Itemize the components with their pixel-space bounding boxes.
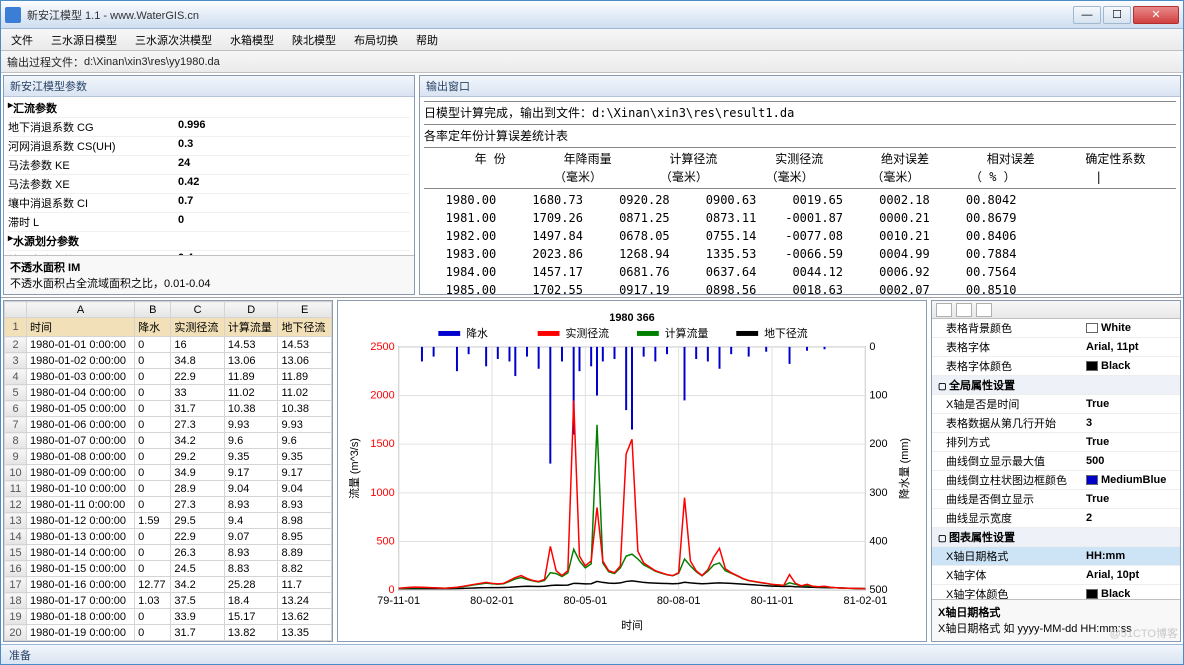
table-row[interactable]: 161980-01-15 0:00:00024.58.838.82 (5, 561, 332, 577)
titlebar: 新安江模型 1.1 - www.WaterGIS.cn — ☐ ✕ (1, 1, 1183, 29)
output-pane: 输出窗口 日模型计算完成，输出到文件：d:\Xinan\xin3\res\res… (419, 75, 1181, 295)
chart-pane: 05001000150020002500010020030040050079-1… (337, 300, 927, 642)
table-row[interactable]: 21980-01-01 0:00:0001614.5314.53 (5, 337, 332, 353)
table-row[interactable]: 111980-01-10 0:00:00028.99.049.04 (5, 481, 332, 497)
chart-svg: 05001000150020002500010020030040050079-1… (344, 307, 920, 635)
grid-pane[interactable]: ABCDE1时间降水实测径流计算流量地下径流21980-01-01 0:00:0… (3, 300, 333, 642)
menubar: 文件三水源日模型三水源次洪模型水箱模型陕北模型布局切换帮助 (1, 29, 1183, 51)
app-icon (5, 7, 21, 23)
param-row[interactable]: 地下消退系数 CG0.996 (8, 118, 410, 137)
prop-row[interactable]: X轴日期格式HH:mm (932, 547, 1180, 566)
table-row[interactable]: 141980-01-13 0:00:00022.99.078.95 (5, 529, 332, 545)
svg-text:80-08-01: 80-08-01 (657, 595, 701, 607)
prop-row[interactable]: 表格字体Arial, 11pt (932, 338, 1180, 357)
param-group[interactable]: 水源划分参数 (8, 232, 410, 251)
param-pane: 新安江模型参数 汇流参数地下消退系数 CG0.996河网消退系数 CS(UH)0… (3, 75, 415, 295)
prop-row[interactable]: 表格数据从第几行开始3 (932, 414, 1180, 433)
watermark: @51CTO博客 (1110, 625, 1178, 641)
table-row[interactable]: 211980-01-20 0:00:000.0829.412.9112.77 (5, 641, 332, 643)
svg-text:79-11-01: 79-11-01 (377, 595, 420, 607)
table-row[interactable]: 201980-01-19 0:00:00031.713.8213.35 (5, 625, 332, 641)
window-title: 新安江模型 1.1 - www.WaterGIS.cn (27, 7, 1073, 23)
svg-text:降水量 (mm): 降水量 (mm) (897, 438, 911, 499)
svg-text:计算流量: 计算流量 (665, 326, 709, 340)
prop-row[interactable]: X轴是否是时间True (932, 395, 1180, 414)
svg-text:降水: 降水 (466, 326, 488, 340)
param-row[interactable]: 滞时 L0 (8, 213, 410, 232)
param-row[interactable]: 壤中消退系数 CI0.7 (8, 194, 410, 213)
menu-item[interactable]: 水箱模型 (224, 30, 280, 50)
svg-text:1980 366: 1980 366 (609, 312, 655, 324)
prop-row[interactable]: 曲线倒立柱状图边框颜色MediumBlue (932, 471, 1180, 490)
property-pane: 表格背景颜色White表格字体Arial, 11pt表格字体颜色Black全局属… (931, 300, 1181, 642)
param-desc: 不透水面积 IM 不透水面积占全流域面积之比，0.01-0.04 (4, 255, 414, 294)
menu-item[interactable]: 三水源次洪模型 (129, 30, 218, 50)
menu-item[interactable]: 陕北模型 (286, 30, 342, 50)
svg-text:300: 300 (869, 487, 887, 499)
prop-row[interactable]: X轴字体颜色Black (932, 585, 1180, 599)
table-row[interactable]: 71980-01-06 0:00:00027.39.939.93 (5, 417, 332, 433)
table-row[interactable]: 151980-01-14 0:00:00026.38.938.89 (5, 545, 332, 561)
svg-text:0: 0 (869, 341, 875, 353)
output-pane-title: 输出窗口 (420, 76, 1180, 97)
table-row[interactable]: 181980-01-17 0:00:001.0337.518.413.24 (5, 593, 332, 609)
table-row[interactable]: 61980-01-05 0:00:00031.710.3810.38 (5, 401, 332, 417)
table-row[interactable]: 91980-01-08 0:00:00029.29.359.35 (5, 449, 332, 465)
close-button[interactable]: ✕ (1133, 6, 1179, 24)
param-row[interactable]: 河网消退系数 CS(UH)0.3 (8, 137, 410, 156)
prop-group[interactable]: 全局属性设置 (932, 376, 1180, 395)
svg-text:80-05-01: 80-05-01 (563, 595, 607, 607)
table-row[interactable]: 41980-01-03 0:00:00022.911.8911.89 (5, 369, 332, 385)
svg-text:400: 400 (869, 535, 887, 547)
output-file-path: d:\Xinan\xin3\res\yy1980.da (84, 56, 220, 68)
prop-row[interactable]: 曲线是否倒立显示True (932, 490, 1180, 509)
table-row[interactable]: 191980-01-18 0:00:00033.915.1713.62 (5, 609, 332, 625)
svg-text:1000: 1000 (370, 487, 394, 499)
prop-toolbar[interactable] (932, 301, 1180, 319)
prop-row[interactable]: X轴字体Arial, 10pt (932, 566, 1180, 585)
svg-text:2500: 2500 (370, 341, 394, 353)
svg-text:地下径流: 地下径流 (764, 326, 808, 340)
menu-item[interactable]: 帮助 (410, 30, 444, 50)
prop-row[interactable]: 曲线倒立显示最大值500 (932, 452, 1180, 471)
table-row[interactable]: 101980-01-09 0:00:00034.99.179.17 (5, 465, 332, 481)
param-pane-title: 新安江模型参数 (4, 76, 414, 97)
menu-item[interactable]: 文件 (5, 30, 39, 50)
toolbar: 输出过程文件： d:\Xinan\xin3\res\yy1980.da (1, 51, 1183, 73)
table-row[interactable]: 131980-01-12 0:00:001.5929.59.48.98 (5, 513, 332, 529)
svg-text:500: 500 (376, 535, 394, 547)
svg-text:80-11-01: 80-11-01 (751, 595, 794, 607)
svg-text:时间: 时间 (621, 619, 643, 632)
prop-group[interactable]: 图表属性设置 (932, 528, 1180, 547)
table-row[interactable]: 51980-01-04 0:00:0003311.0211.02 (5, 385, 332, 401)
svg-text:实测径流: 实测径流 (565, 326, 609, 340)
prop-row[interactable]: 曲线显示宽度2 (932, 509, 1180, 528)
table-row[interactable]: 81980-01-07 0:00:00034.29.69.6 (5, 433, 332, 449)
svg-text:80-02-01: 80-02-01 (470, 595, 514, 607)
param-group[interactable]: 汇流参数 (8, 99, 410, 118)
prop-row[interactable]: 表格背景颜色White (932, 319, 1180, 338)
menu-item[interactable]: 布局切换 (348, 30, 404, 50)
svg-text:200: 200 (869, 438, 887, 450)
svg-text:2000: 2000 (370, 390, 394, 402)
svg-text:流量 (m^3/s): 流量 (m^3/s) (347, 438, 361, 499)
output-file-label: 输出过程文件： (7, 54, 84, 70)
table-row[interactable]: 121980-01-11 0:00:00027.38.938.93 (5, 497, 332, 513)
statusbar: 准备 (1, 644, 1183, 664)
svg-text:81-02-01: 81-02-01 (844, 595, 888, 607)
menu-item[interactable]: 三水源日模型 (45, 30, 123, 50)
param-row[interactable]: 马法参数 KE24 (8, 156, 410, 175)
prop-row[interactable]: 排列方式True (932, 433, 1180, 452)
param-row[interactable]: 马法参数 XE0.42 (8, 175, 410, 194)
svg-text:1500: 1500 (370, 438, 394, 450)
prop-row[interactable]: 表格字体颜色Black (932, 357, 1180, 376)
table-row[interactable]: 171980-01-16 0:00:0012.7734.225.2811.7 (5, 577, 332, 593)
svg-text:100: 100 (869, 390, 887, 402)
table-row[interactable]: 31980-01-02 0:00:00034.813.0613.06 (5, 353, 332, 369)
maximize-button[interactable]: ☐ (1103, 6, 1131, 24)
minimize-button[interactable]: — (1073, 6, 1101, 24)
